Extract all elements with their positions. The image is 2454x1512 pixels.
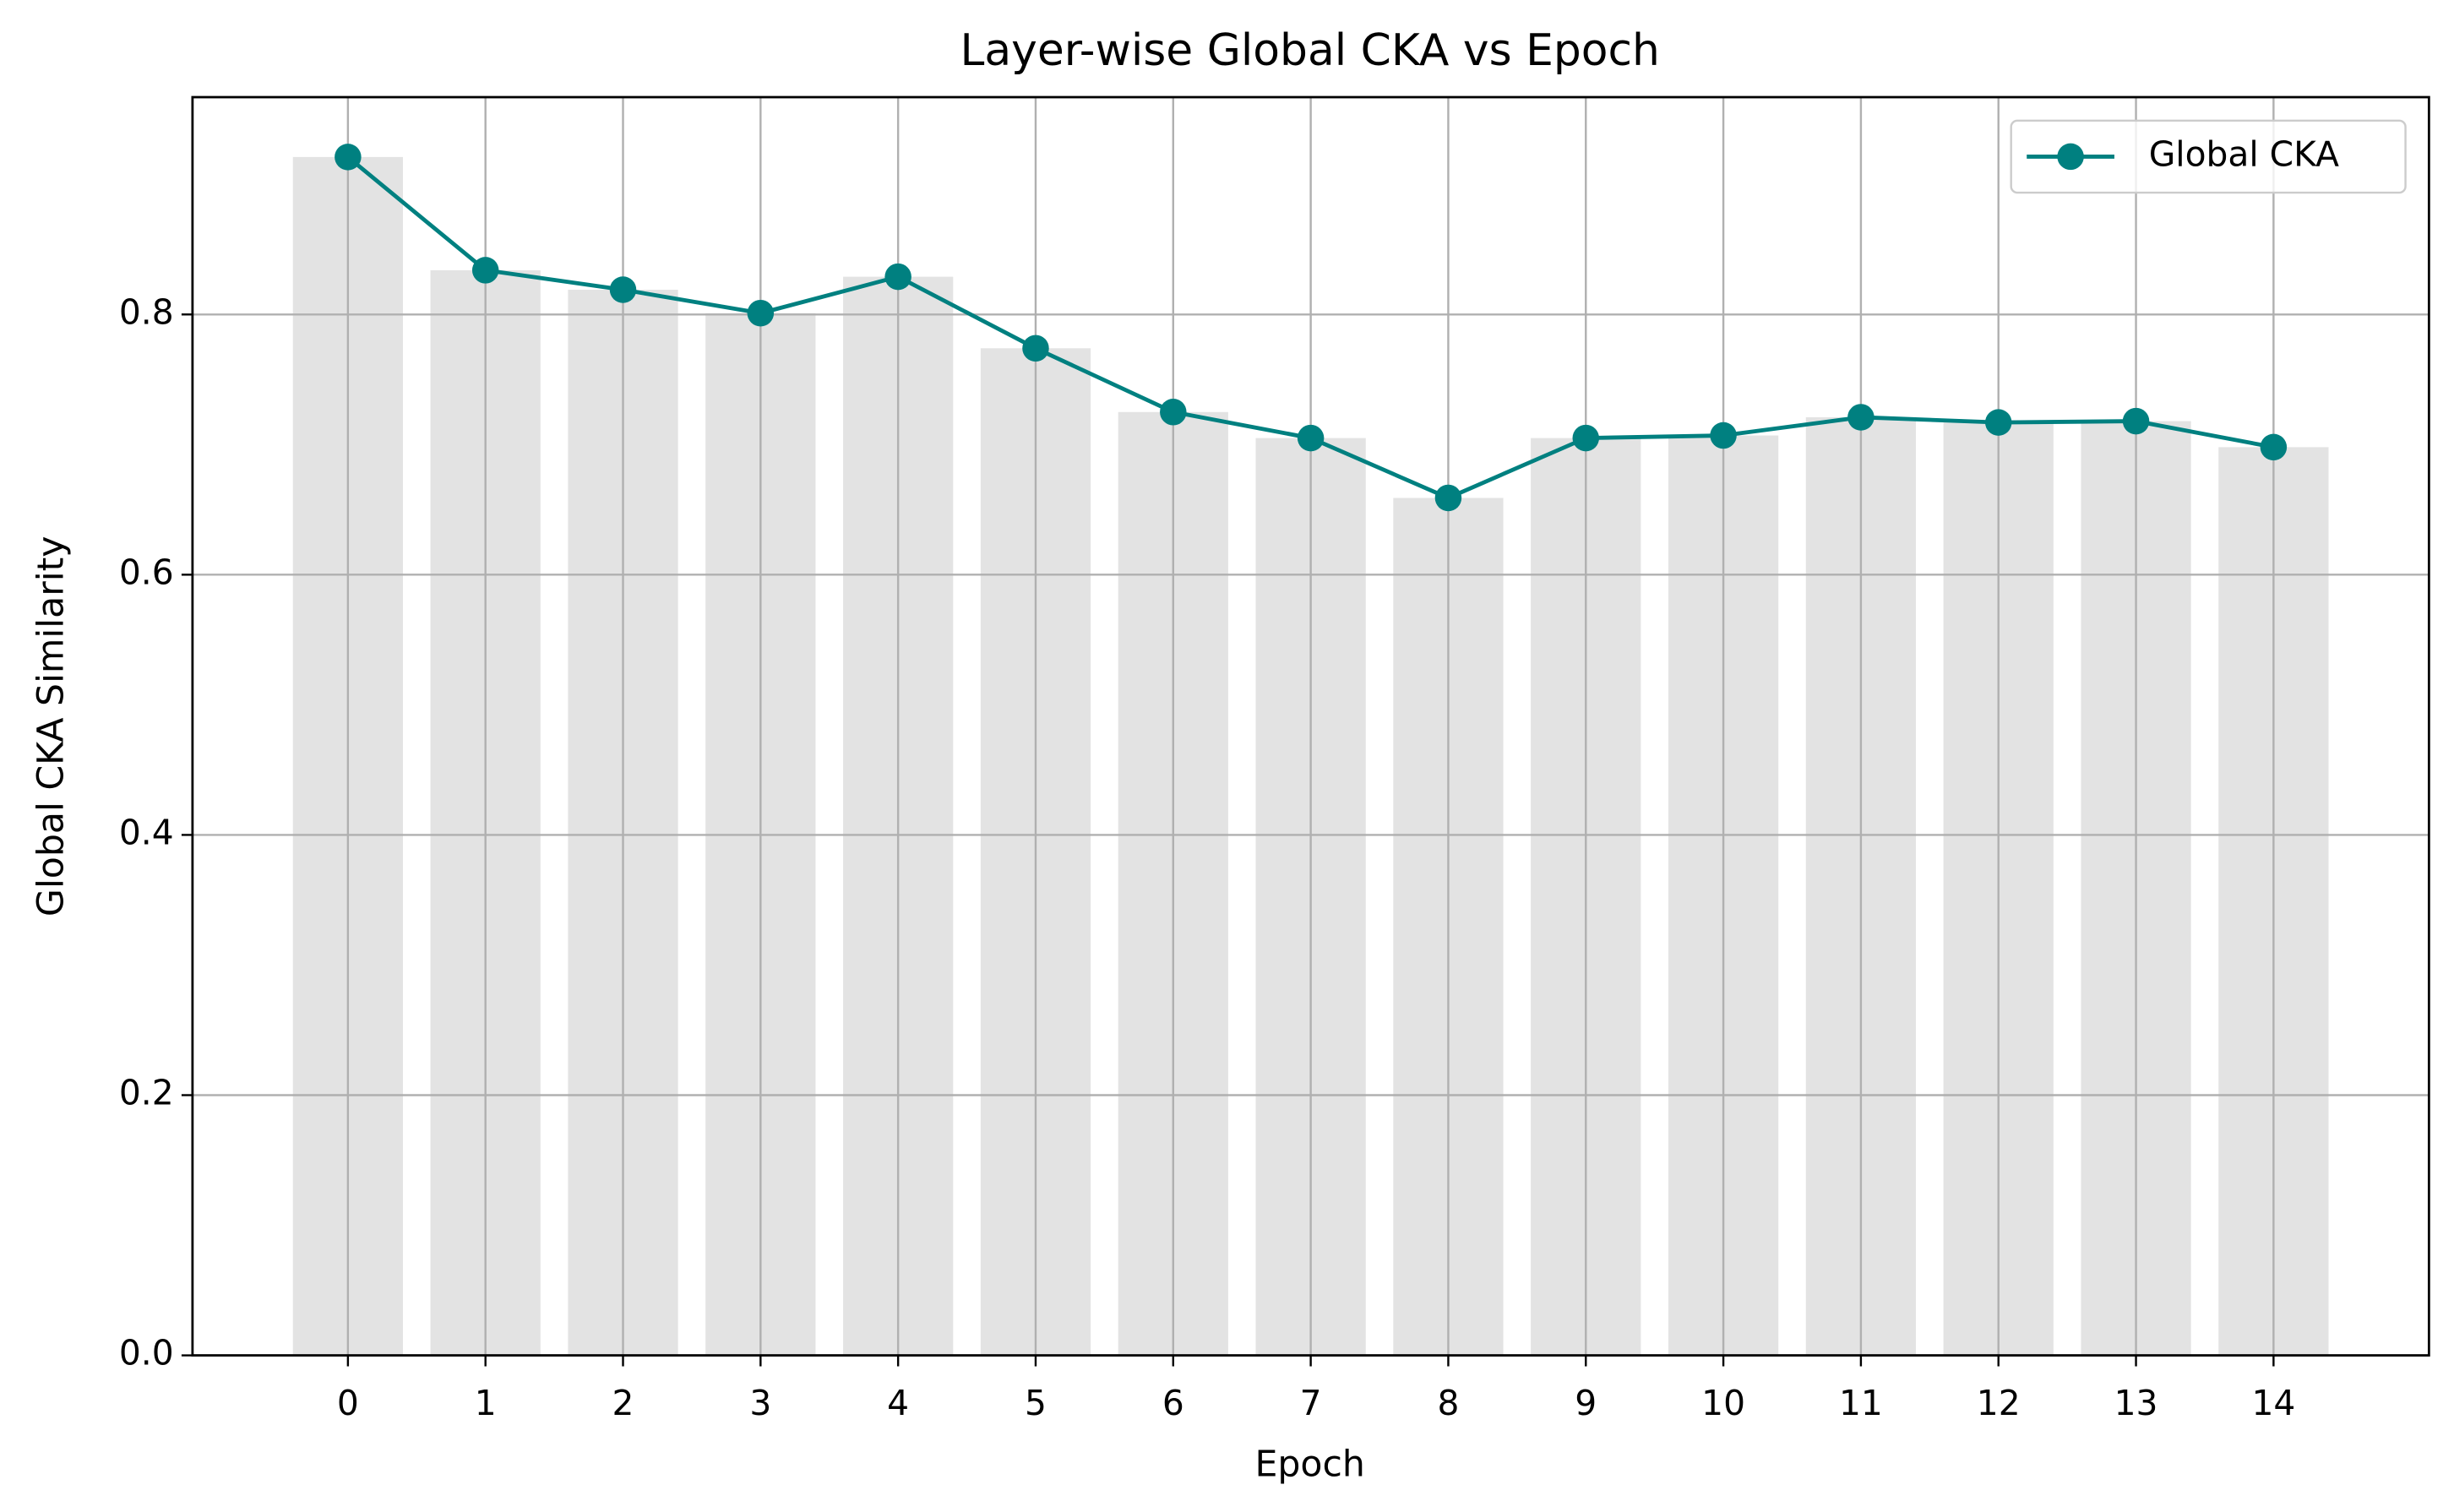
y-tick-label: 0.6 [119, 552, 174, 592]
legend-label: Global CKA [2149, 133, 2339, 174]
x-tick-label: 8 [1437, 1383, 1459, 1423]
data-point [2122, 407, 2150, 435]
y-axis-label: Global CKA Similarity [30, 536, 72, 917]
x-tick-label: 14 [2251, 1383, 2295, 1423]
x-tick-label: 1 [475, 1383, 497, 1423]
y-tick-label: 0.2 [119, 1072, 174, 1112]
data-point [1022, 334, 1049, 362]
data-point [471, 257, 499, 284]
legend-marker [2057, 143, 2084, 171]
x-tick-label: 2 [612, 1383, 634, 1423]
x-tick-label: 11 [1839, 1383, 1883, 1423]
y-tick-label: 0.0 [119, 1333, 174, 1373]
legend-box [2010, 119, 2407, 194]
x-tick-label: 12 [1977, 1383, 2021, 1423]
x-tick-label: 4 [887, 1383, 909, 1423]
data-point [1297, 424, 1325, 452]
data-point [1160, 399, 1187, 426]
data-point [1572, 424, 1600, 452]
x-tick-label: 6 [1162, 1383, 1184, 1423]
x-tick-label: 7 [1300, 1383, 1322, 1423]
x-tick-label: 9 [1575, 1383, 1597, 1423]
data-point [335, 144, 362, 171]
axes-frame [191, 95, 2430, 1357]
data-point [1710, 422, 1737, 449]
data-point [747, 299, 775, 327]
data-point [2260, 433, 2288, 461]
data-point [609, 276, 637, 303]
chart-title: Layer-wise Global CKA vs Epoch [960, 25, 1659, 76]
x-tick-label: 3 [749, 1383, 771, 1423]
x-tick-label: 10 [1701, 1383, 1745, 1423]
y-tick-label: 0.8 [119, 291, 174, 332]
x-axis-label: Epoch [1254, 1444, 1364, 1486]
plot-area: 0.00.20.40.60.80 1 2 3 4 5 6 7 8 9 10 11 12 13 14Globa… [119, 95, 2430, 1423]
data-point [884, 263, 911, 291]
data-point [1434, 484, 1462, 512]
data-point [1847, 404, 1875, 431]
data-point [1984, 409, 2012, 436]
x-tick-label: 5 [1025, 1383, 1047, 1423]
y-tick-label: 0.4 [119, 812, 174, 852]
x-tick-label: 13 [2114, 1383, 2158, 1423]
x-tick-label: 0 [337, 1383, 359, 1423]
